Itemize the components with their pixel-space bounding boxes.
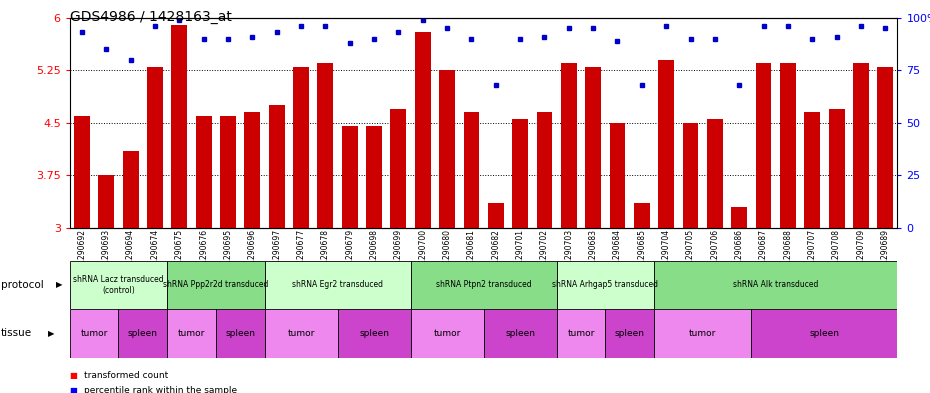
Bar: [751, 309, 897, 358]
Bar: [118, 309, 167, 358]
Bar: [557, 309, 605, 358]
Text: spleen: spleen: [615, 329, 644, 338]
Bar: [342, 126, 358, 228]
Bar: [658, 60, 674, 228]
Bar: [439, 70, 455, 228]
Bar: [366, 126, 382, 228]
Bar: [317, 63, 333, 228]
Text: spleen: spleen: [505, 329, 535, 338]
Bar: [245, 112, 260, 228]
Text: percentile rank within the sample: percentile rank within the sample: [84, 386, 237, 393]
Bar: [70, 309, 118, 358]
Bar: [70, 261, 167, 309]
Bar: [167, 261, 264, 309]
Bar: [756, 63, 772, 228]
Bar: [167, 309, 216, 358]
Bar: [609, 123, 625, 228]
Text: spleen: spleen: [127, 329, 158, 338]
Text: tumor: tumor: [178, 329, 206, 338]
Text: ■: ■: [70, 371, 77, 380]
Bar: [147, 67, 163, 228]
Bar: [654, 309, 751, 358]
Text: spleen: spleen: [225, 329, 255, 338]
Text: ▶: ▶: [56, 281, 62, 289]
Text: ▶: ▶: [48, 329, 55, 338]
Bar: [585, 67, 601, 228]
Bar: [269, 105, 285, 228]
Bar: [654, 261, 897, 309]
Text: ■: ■: [70, 386, 77, 393]
Text: shRNA Arhgap5 transduced: shRNA Arhgap5 transduced: [552, 281, 658, 289]
Bar: [338, 309, 410, 358]
Text: tumor: tumor: [287, 329, 314, 338]
Bar: [605, 309, 654, 358]
Text: tumor: tumor: [80, 329, 108, 338]
Text: shRNA Ppp2r2d transduced: shRNA Ppp2r2d transduced: [163, 281, 269, 289]
Bar: [731, 207, 747, 228]
Text: shRNA Alk transduced: shRNA Alk transduced: [733, 281, 818, 289]
Bar: [512, 119, 528, 228]
Bar: [171, 25, 187, 228]
Bar: [220, 116, 236, 228]
Bar: [415, 32, 431, 228]
Bar: [264, 309, 338, 358]
Bar: [488, 204, 504, 228]
Bar: [804, 112, 820, 228]
Text: tumor: tumor: [433, 329, 460, 338]
Bar: [264, 261, 410, 309]
Bar: [561, 63, 577, 228]
Bar: [463, 112, 479, 228]
Text: transformed count: transformed count: [84, 371, 168, 380]
Bar: [877, 67, 893, 228]
Text: shRNA Lacz transduced
(control): shRNA Lacz transduced (control): [73, 275, 164, 295]
Text: spleen: spleen: [359, 329, 389, 338]
Bar: [853, 63, 869, 228]
Text: tissue: tissue: [1, 328, 32, 338]
Bar: [410, 261, 557, 309]
Bar: [99, 175, 114, 228]
Text: shRNA Egr2 transduced: shRNA Egr2 transduced: [292, 281, 383, 289]
Bar: [780, 63, 796, 228]
Bar: [391, 109, 406, 228]
Bar: [683, 123, 698, 228]
Bar: [484, 309, 557, 358]
Text: spleen: spleen: [809, 329, 840, 338]
Bar: [410, 309, 484, 358]
Bar: [707, 119, 723, 228]
Text: tumor: tumor: [689, 329, 716, 338]
Bar: [829, 109, 844, 228]
Bar: [123, 151, 139, 228]
Bar: [634, 204, 650, 228]
Text: protocol: protocol: [1, 280, 44, 290]
Bar: [537, 112, 552, 228]
Bar: [195, 116, 211, 228]
Text: tumor: tumor: [567, 329, 594, 338]
Text: GDS4986 / 1428163_at: GDS4986 / 1428163_at: [70, 10, 232, 24]
Bar: [293, 67, 309, 228]
Text: shRNA Ptpn2 transduced: shRNA Ptpn2 transduced: [436, 281, 531, 289]
Bar: [557, 261, 654, 309]
Bar: [216, 309, 264, 358]
Bar: [74, 116, 90, 228]
